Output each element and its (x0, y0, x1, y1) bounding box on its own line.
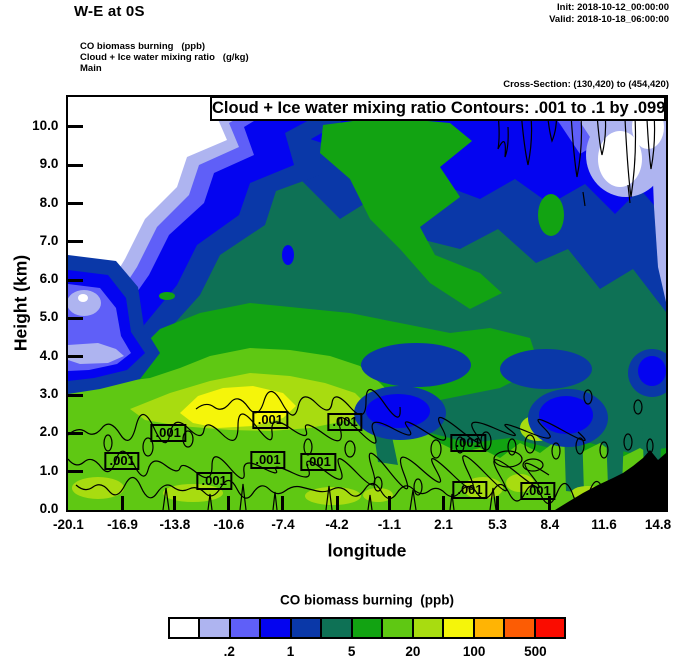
x-tick-mark (173, 496, 177, 510)
x-tick-label: 5.3 (488, 517, 507, 532)
x-tick-label: -20.1 (53, 517, 84, 532)
colorbar-cell (442, 617, 475, 639)
x-tick-mark (227, 496, 231, 510)
x-tick-mark (656, 496, 660, 510)
colorbar-cell (259, 617, 292, 639)
colorbar-cell (411, 617, 445, 639)
contour-line-label: .001 (452, 481, 488, 500)
y-tick-label: 2.0 (39, 424, 59, 440)
plot-area (66, 94, 668, 512)
y-axis-title: Height (km) (10, 254, 31, 352)
colorbar (168, 617, 567, 639)
y-tick-mark (68, 470, 84, 474)
fill-field-label: CO biomass burning (ppb) (80, 41, 206, 52)
x-tick-label: -13.8 (159, 517, 191, 532)
contour-field (68, 96, 666, 510)
field-legend: CO biomass burning (ppb) Cloud + Ice wat… (80, 41, 249, 74)
contour-lines (68, 96, 656, 510)
colorbar-tick-label: 100 (462, 644, 486, 659)
x-tick-mark (281, 496, 285, 510)
colorbar-cell (472, 617, 506, 639)
x-tick-mark (602, 496, 606, 510)
contour-line-label: .001 (250, 451, 286, 470)
colorbar-title: CO biomass burning (ppb) (280, 592, 454, 608)
contour-line-label: .001 (150, 424, 186, 443)
colorbar-tick-label: 20 (405, 644, 421, 659)
y-tick-label: 0.0 (39, 501, 59, 516)
y-tick-label: 5.0 (39, 309, 59, 325)
x-tick-label: 14.8 (644, 517, 672, 532)
y-tick-label: 9.0 (39, 156, 59, 172)
cross-section-label: Cross-Section: (130,420) to (454,420) (503, 79, 669, 90)
contour-line-label: .001 (196, 472, 232, 491)
x-tick-label: 2.1 (434, 517, 453, 532)
x-tick-label: -7.4 (271, 517, 295, 532)
y-tick-label: 4.0 (39, 347, 59, 363)
colorbar-cell (168, 617, 201, 639)
colorbar-tick-label: 500 (524, 644, 547, 659)
x-tick-label: -10.6 (213, 517, 245, 532)
x-tick-mark (496, 496, 500, 510)
y-tick-label: 10.0 (32, 117, 59, 133)
x-tick-mark (335, 496, 339, 510)
y-tick-mark (68, 125, 84, 129)
contour-line-label: .001 (327, 413, 363, 432)
x-tick-mark (548, 496, 552, 510)
x-tick-label: -4.2 (325, 517, 349, 532)
colorbar-cell (503, 617, 536, 639)
y-tick-mark (68, 202, 84, 205)
x-tick-mark (387, 496, 391, 510)
domain-label: Main (80, 63, 102, 74)
contour-line-label: .001 (300, 453, 336, 472)
y-tick-label: 3.0 (39, 386, 59, 402)
x-tick-mark (120, 496, 124, 510)
colorbar-tick-label: 1 (286, 644, 295, 659)
terrain (555, 449, 666, 510)
y-tick-label: 1.0 (39, 462, 59, 478)
init-time: Init: 2018-10-12_00:00:00 (557, 2, 669, 13)
contour-field-label: Cloud + Ice water mixing ratio (g/kg) (80, 52, 249, 63)
colorbar-cell (320, 617, 353, 639)
x-tick-mark (441, 496, 445, 510)
contour-title-box: Cloud + Ice water mixing ratio Contours:… (210, 95, 666, 121)
x-tick-label: -1.1 (377, 517, 402, 532)
x-tick-label: 11.6 (591, 517, 617, 532)
colorbar-cell (533, 617, 567, 639)
x-tick-label: -16.9 (107, 517, 138, 532)
y-tick-mark (68, 278, 84, 282)
y-tick-label: 8.0 (39, 194, 59, 210)
valid-time: Valid: 2018-10-18_06:00:00 (549, 13, 669, 25)
page-title: W-E at 0S (74, 3, 145, 20)
contour-line-label: .001 (252, 410, 289, 429)
contour-line-label: .001 (450, 434, 486, 453)
y-tick-mark (68, 393, 84, 397)
contour-line-label: .001 (520, 482, 556, 500)
x-tick-label: 8.4 (540, 517, 560, 532)
y-tick-mark (68, 316, 84, 320)
y-tick-mark (68, 355, 84, 359)
y-tick-label: 7.0 (39, 232, 59, 248)
colorbar-cell (228, 617, 262, 639)
colorbar-cell (289, 617, 323, 639)
run-times: Init: 2018-10-12_00:00:00 Valid: 2018-10… (549, 2, 669, 25)
x-axis-title: longitude (327, 540, 407, 561)
colorbar-tick-label: 5 (347, 644, 356, 659)
colorbar-cell (381, 617, 414, 639)
y-tick-mark (68, 431, 84, 435)
y-tick-mark (68, 163, 84, 167)
y-tick-label: 6.0 (39, 271, 59, 287)
colorbar-tick-label: .2 (223, 644, 235, 659)
contour-line-label: .001 (104, 451, 140, 470)
y-tick-mark (68, 240, 84, 244)
colorbar-cell (198, 617, 231, 639)
colorbar-cell (350, 617, 384, 639)
